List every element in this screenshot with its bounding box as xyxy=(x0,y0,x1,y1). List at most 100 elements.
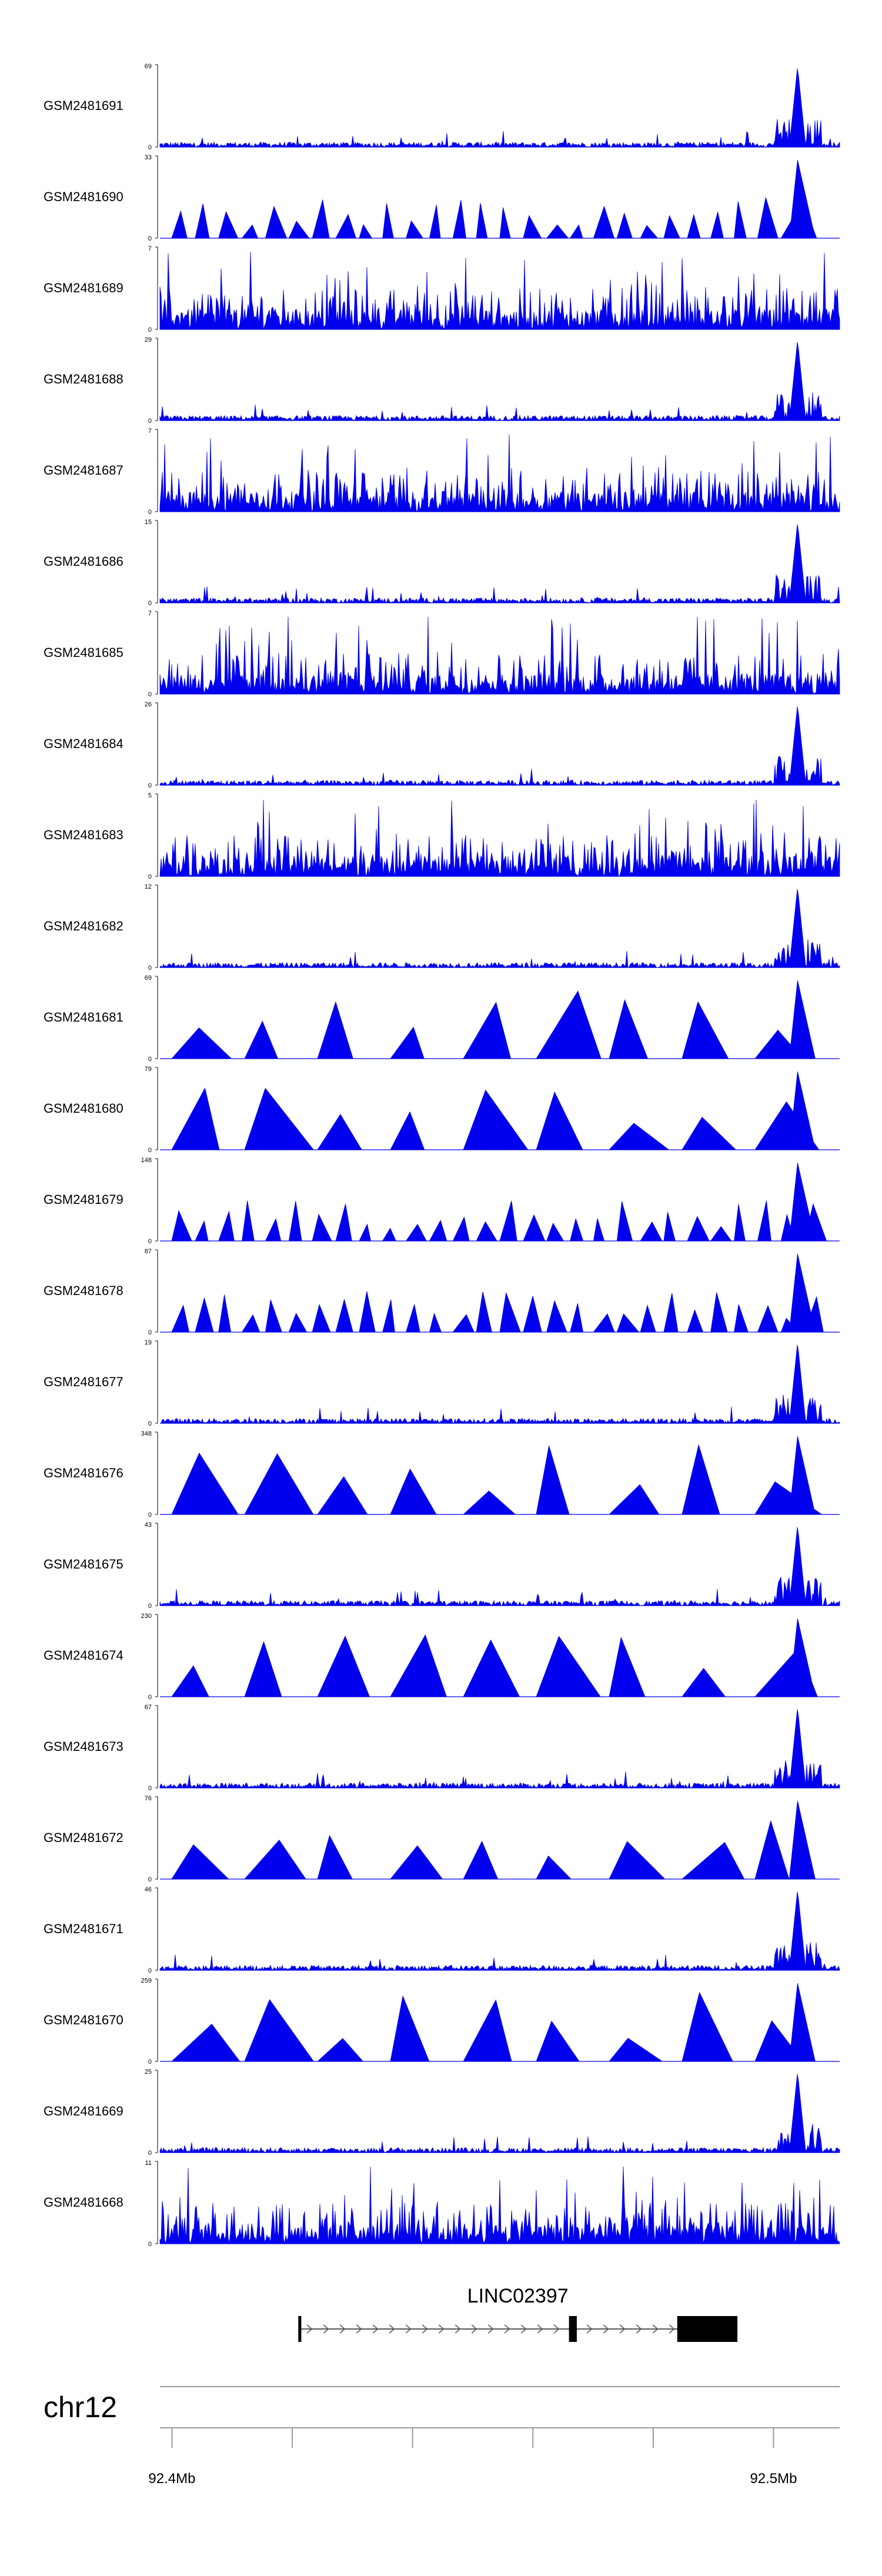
track-gsm2481685: GSM2481685 7 0 xyxy=(44,610,840,698)
strand-arrow-icon xyxy=(339,2324,346,2334)
strand-arrow-icon xyxy=(619,2324,626,2334)
track-gsm2481672: GSM2481672 76 0 xyxy=(44,1795,840,1883)
y-max-label: 7 xyxy=(148,245,152,252)
track-label: GSM2481680 xyxy=(44,1101,123,1116)
y-min-label: 0 xyxy=(148,144,152,151)
y-max-label: 43 xyxy=(145,1521,152,1529)
coverage-signal xyxy=(159,68,840,148)
y-max-label: 69 xyxy=(145,63,152,70)
strand-arrow-icon xyxy=(553,2324,560,2334)
track-label: GSM2481671 xyxy=(44,1921,123,1936)
coverage-signal xyxy=(159,2166,840,2244)
y-min-label: 0 xyxy=(148,1511,152,1519)
y-min-label: 0 xyxy=(148,509,152,516)
strand-arrow-icon xyxy=(422,2324,428,2334)
strand-arrow-icon xyxy=(652,2324,659,2334)
y-max-label: 79 xyxy=(145,1066,152,1073)
track-gsm2481673: GSM2481673 67 0 xyxy=(44,1704,840,1792)
coverage-signal xyxy=(160,980,840,1059)
track-label: GSM2481691 xyxy=(44,98,123,113)
strand-arrow-icon xyxy=(438,2324,445,2334)
coverage-signal xyxy=(160,159,840,239)
coverage-signal xyxy=(160,1162,840,1242)
track-gsm2481690: GSM2481690 33 0 xyxy=(44,154,840,242)
y-min-label: 0 xyxy=(148,1785,152,1792)
track-label: GSM2481684 xyxy=(44,736,123,751)
y-max-label: 11 xyxy=(145,2160,152,2167)
strand-arrow-icon xyxy=(520,2324,527,2334)
coverage-signal xyxy=(159,889,840,969)
strand-arrow-icon xyxy=(669,2324,675,2334)
coverage-signal xyxy=(160,1618,840,1697)
y-min-label: 0 xyxy=(148,691,152,698)
y-max-label: 19 xyxy=(145,1339,152,1346)
coverage-signal xyxy=(159,251,840,330)
track-label: GSM2481674 xyxy=(44,1648,123,1663)
coverage-signal xyxy=(159,434,840,512)
strand-arrow-icon xyxy=(537,2324,543,2334)
track-label: GSM2481689 xyxy=(44,281,123,295)
track-gsm2481668: GSM2481668 11 0 xyxy=(44,2160,840,2248)
track-gsm2481688: GSM2481688 29 0 xyxy=(44,336,840,425)
track-gsm2481687: GSM2481687 7 0 xyxy=(44,428,840,516)
strand-arrow-icon xyxy=(356,2324,362,2334)
track-label: GSM2481688 xyxy=(44,372,123,386)
track-gsm2481684: GSM2481684 26 0 xyxy=(44,701,840,789)
coverage-signal xyxy=(160,1253,840,1333)
coverage-signal xyxy=(160,1983,840,2062)
y-max-label: 7 xyxy=(148,428,152,435)
axis-tick-label: 92.5Mb xyxy=(750,2471,797,2487)
track-label: GSM2481690 xyxy=(44,189,123,204)
y-max-label: 12 xyxy=(145,883,152,890)
track-gsm2481675: GSM2481675 43 0 xyxy=(44,1521,840,1610)
track-gsm2481681: GSM2481681 69 0 xyxy=(44,975,840,1063)
track-gsm2481689: GSM2481689 7 0 xyxy=(44,245,840,333)
genome-axis-panel: chr12 92.4Mb 92.5Mb xyxy=(44,2386,840,2487)
chromosome-label: chr12 xyxy=(44,2391,117,2424)
strand-arrow-icon xyxy=(504,2324,510,2334)
track-gsm2481686: GSM2481686 15 0 xyxy=(44,519,840,607)
y-max-label: 25 xyxy=(145,2068,152,2076)
coverage-signal xyxy=(159,1709,840,1789)
y-min-label: 0 xyxy=(148,600,152,607)
track-label: GSM2481683 xyxy=(44,827,123,842)
y-min-label: 0 xyxy=(148,1147,152,1154)
y-max-label: 230 xyxy=(141,1613,152,1620)
y-max-label: 26 xyxy=(145,701,152,708)
coverage-signal xyxy=(160,1800,840,1880)
track-label: GSM2481686 xyxy=(44,554,123,569)
strand-arrow-icon xyxy=(636,2324,642,2334)
y-min-label: 0 xyxy=(148,1238,152,1245)
y-max-label: 69 xyxy=(145,975,152,982)
track-label: GSM2481670 xyxy=(44,2013,123,2027)
y-max-label: 87 xyxy=(145,1248,152,1255)
track-gsm2481680: GSM2481680 79 0 xyxy=(44,1066,840,1154)
coverage-signal xyxy=(160,1436,840,1515)
track-label: GSM2481687 xyxy=(44,463,123,478)
strand-arrow-icon xyxy=(372,2324,379,2334)
track-label: GSM2481673 xyxy=(44,1739,123,1754)
track-label: GSM2481672 xyxy=(44,1830,123,1845)
y-max-label: 33 xyxy=(145,154,152,161)
y-max-label: 67 xyxy=(145,1704,152,1711)
y-min-label: 0 xyxy=(148,1420,152,1427)
gene-exon xyxy=(677,2316,738,2342)
y-min-label: 0 xyxy=(148,873,152,880)
track-gsm2481682: GSM2481682 12 0 xyxy=(44,883,840,972)
gene-exon xyxy=(569,2316,577,2342)
gene-name: LINC02397 xyxy=(467,2285,569,2307)
axis-tick-label: 92.4Mb xyxy=(148,2471,195,2487)
y-min-label: 0 xyxy=(148,235,152,242)
track-gsm2481677: GSM2481677 19 0 xyxy=(44,1339,840,1427)
y-min-label: 0 xyxy=(148,2241,152,2248)
coverage-signal xyxy=(159,616,840,695)
coverage-signal xyxy=(159,1891,840,1971)
track-gsm2481669: GSM2481669 25 0 xyxy=(44,2068,840,2157)
strand-arrow-icon xyxy=(471,2324,477,2334)
y-max-label: 259 xyxy=(141,1977,152,1984)
track-gsm2481679: GSM2481679 148 0 xyxy=(44,1157,840,1245)
y-min-label: 0 xyxy=(148,1967,152,1974)
y-min-label: 0 xyxy=(148,2058,152,2066)
coverage-signal xyxy=(159,706,840,786)
